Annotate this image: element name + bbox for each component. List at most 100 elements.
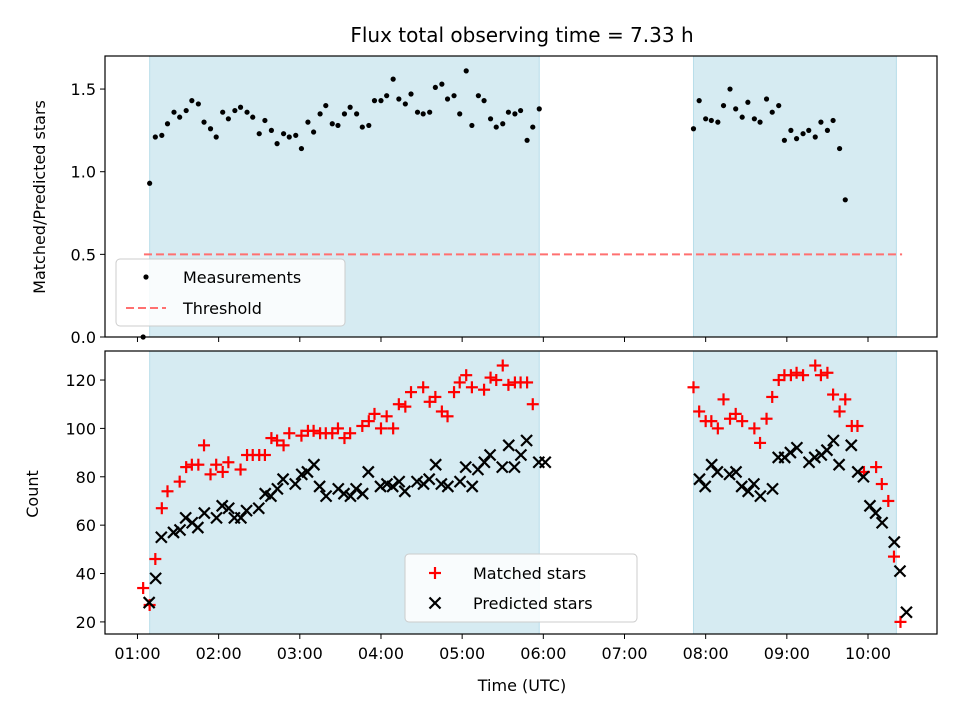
predicted-star-point: [356, 487, 369, 500]
measurement-point: [487, 116, 494, 122]
predicted-star-point-b: [784, 446, 797, 459]
top-legend-box: [115, 258, 346, 327]
matched-star-point: [814, 369, 827, 382]
measurement-point: [371, 98, 378, 104]
measurement-point: [451, 93, 457, 99]
predicted-star-point-b: [398, 485, 412, 498]
matched-star-point: [521, 376, 534, 389]
bottom-y-tick-label: 20: [76, 613, 96, 632]
predicted-star-point: [514, 448, 528, 462]
matched-star-point: [748, 422, 761, 435]
matched-star-point: [797, 369, 810, 382]
predicted-star-point: [149, 572, 162, 585]
bottom-legend: Matched stars Predicted stars: [404, 553, 638, 623]
predicted-star-point: [888, 535, 901, 549]
bottom-x-tick-label: 06:00: [520, 644, 566, 663]
predicted-star-point-b: [198, 506, 211, 520]
measurement-point: [244, 109, 250, 115]
measurement-point: [378, 98, 384, 104]
measurement-point: [444, 96, 451, 102]
measurement-point: [195, 101, 201, 107]
matched-star-point: [161, 485, 174, 498]
matched-star-point: [283, 427, 296, 440]
predicted-star-point-b: [857, 470, 870, 484]
measurement-point: [493, 124, 499, 130]
predicted-star-point-b: [288, 477, 302, 491]
measurement-point: [727, 86, 733, 92]
measurement-point: [305, 119, 311, 125]
matched-star-point: [405, 386, 418, 399]
measurement-point: [164, 121, 171, 127]
measurement-point: [159, 132, 165, 138]
measurement-point: [818, 119, 824, 125]
matched-star-point: [173, 475, 186, 488]
predicted-star-point: [747, 477, 761, 491]
measurement-point: [757, 119, 763, 125]
legend-matched-label: Matched stars: [473, 564, 586, 583]
measurement-point: [530, 124, 536, 130]
predicted-star-point-b: [422, 472, 436, 486]
bottom-x-tick-label: 03:00: [277, 644, 323, 663]
matched-star-point: [216, 465, 229, 478]
measurement-point: [298, 145, 305, 152]
matched-star-point: [839, 393, 852, 406]
measurement-point: [469, 122, 475, 129]
predicted-star-point: [337, 487, 351, 500]
bottom-x-tick-label: 10:00: [845, 644, 891, 663]
measurement-point: [696, 98, 702, 104]
predicted-star-point-b: [900, 605, 913, 619]
matched-star-point: [204, 468, 217, 481]
predicted-star-point-b: [514, 448, 528, 462]
predicted-star-point-b: [820, 443, 834, 457]
predicted-star-point-b: [808, 451, 822, 464]
predicted-star-point: [459, 460, 472, 474]
matched-star-point: [502, 378, 515, 391]
predicted-star-point-b: [435, 477, 448, 491]
predicted-star-point: [790, 441, 804, 455]
predicted-star-point-b: [344, 489, 357, 503]
bottom-x-tick-label: 01:00: [114, 644, 160, 663]
matched-star-point: [441, 410, 454, 423]
measurement-point: [396, 96, 402, 102]
predicted-star-point: [210, 511, 223, 525]
bottom-axes-frame: [104, 350, 938, 635]
predicted-star-point-b: [386, 480, 399, 493]
bottom-x-tick-label: 09:00: [764, 644, 810, 663]
measurement-point: [341, 111, 348, 117]
measurement-point: [708, 117, 714, 124]
top-y-tick-label: 1.5: [71, 80, 96, 99]
predicted-star-point-b: [465, 480, 479, 493]
measurement-point: [457, 111, 463, 117]
matched-star-point: [149, 553, 162, 566]
predicted-star-point: [508, 460, 521, 474]
predicted-star-point: [155, 530, 168, 544]
measurement-point: [769, 109, 775, 115]
measurement-point: [268, 127, 274, 133]
predicted-star-point: [766, 482, 779, 496]
predicted-star-point-b: [410, 475, 424, 488]
predicted-star-point: [191, 521, 205, 534]
measurement-point: [147, 180, 153, 186]
predicted-star-point-b: [337, 487, 351, 500]
measurement-point: [793, 136, 800, 142]
matched-star-point: [234, 463, 247, 476]
measurement-point: [152, 134, 158, 140]
legend-matched-marker: [429, 567, 441, 579]
predicted-star-point-b: [149, 572, 162, 585]
measurement-point: [751, 116, 757, 122]
measurement-point: [237, 104, 244, 110]
predicted-star-point: [741, 485, 755, 498]
matched-star-point: [192, 458, 205, 471]
predicted-star-point-b: [319, 489, 333, 503]
matched-star-point: [460, 369, 473, 382]
matched-star-point: [784, 369, 797, 382]
measurement-point: [311, 129, 317, 135]
measurement-point: [359, 124, 365, 130]
predicted-star-point-b: [356, 487, 369, 500]
measurement-point: [384, 93, 390, 99]
bottom-y-axis-label: Count: [23, 470, 42, 518]
top-y-tick-label: 0.0: [71, 328, 96, 347]
predicted-star-point-b: [453, 475, 467, 488]
top-y-axis-label: Matched/Predicted stars: [30, 100, 49, 294]
